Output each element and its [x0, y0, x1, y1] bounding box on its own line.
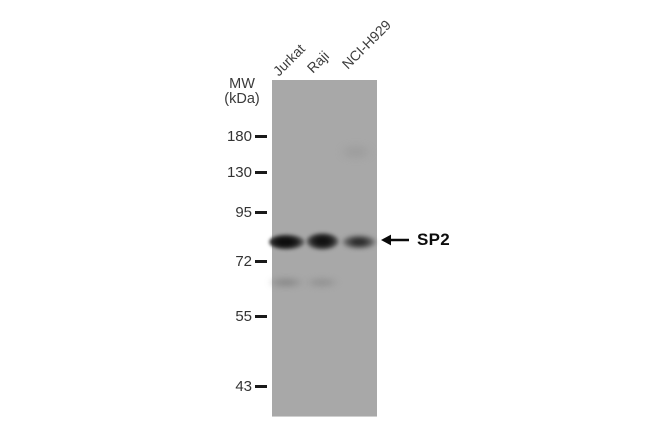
mw-axis-title: MW (kDa): [216, 77, 268, 107]
band-faint-raji: [305, 277, 339, 288]
mw-marker-tick-180: [255, 135, 267, 138]
mw-marker-label-130: 130: [226, 164, 252, 181]
mw-title-line1: MW: [229, 76, 255, 92]
mw-marker-tick-43: [255, 385, 267, 388]
mw-title-line2: (kDa): [224, 91, 260, 107]
lane-label-jurkat-text: Jurkat: [269, 40, 308, 79]
mw-marker-label-95: 95: [235, 204, 252, 221]
mw-marker-label-72: 72: [235, 253, 252, 270]
band-smudge-nci-h929: [340, 145, 372, 159]
lane-label-nci-h929-text: NCI-H929: [338, 16, 395, 72]
band-annotation-label: SP2: [417, 230, 451, 249]
mw-marker-tick-72: [255, 260, 267, 263]
mw-marker-label-55: 55: [235, 308, 252, 325]
band-faint-jurkat: [268, 277, 304, 288]
band-main-nci-h929: [342, 235, 376, 249]
band-main-raji: [306, 233, 339, 250]
mw-marker-label-180: 180: [226, 128, 252, 145]
mw-marker-label-43: 43: [235, 378, 252, 395]
band-main-jurkat: [269, 234, 305, 250]
mw-marker-tick-95: [255, 211, 267, 214]
left-arrow-icon: [381, 234, 409, 246]
mw-marker-tick-130: [255, 171, 267, 174]
mw-marker-tick-55: [255, 315, 267, 318]
